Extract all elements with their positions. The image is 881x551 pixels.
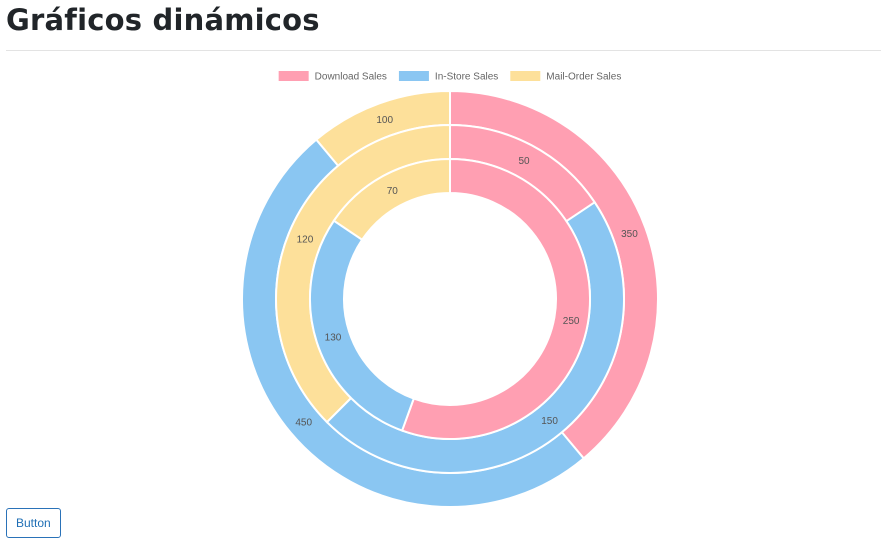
- ring-3-slice-mail-order-sales[interactable]: [332, 157, 451, 242]
- data-label: 450: [295, 417, 312, 428]
- title-divider: [6, 50, 881, 51]
- legend-item-mail-order-sales[interactable]: Mail-Order Sales: [510, 71, 621, 83]
- legend-label: Download Sales: [315, 72, 387, 83]
- chart-legend[interactable]: Download Sales In-Store Sales Mail-Order S…: [278, 71, 622, 83]
- page-title: Gráficos dinámicos: [6, 3, 320, 37]
- chart-area: Download Sales In-Store Sales Mail-Order S…: [0, 60, 881, 510]
- legend-swatch: [510, 71, 541, 81]
- legend-item-in-store-sales[interactable]: In-Store Sales: [398, 71, 498, 83]
- action-button[interactable]: Button: [6, 508, 61, 538]
- legend-label: In-Store Sales: [435, 72, 498, 83]
- data-label: 130: [325, 333, 342, 344]
- legend-swatch: [398, 71, 429, 81]
- chart-rings: [241, 89, 659, 508]
- data-label: 100: [376, 115, 393, 126]
- data-label: 350: [621, 229, 638, 240]
- data-label: 50: [518, 156, 530, 167]
- legend-item-download-sales[interactable]: Download Sales: [278, 71, 387, 83]
- ring-3-slice-download-sales[interactable]: [400, 157, 591, 440]
- legend-label: Mail-Order Sales: [546, 72, 621, 83]
- legend-swatch: [278, 71, 309, 81]
- data-label: 150: [541, 416, 558, 427]
- data-label: 70: [387, 186, 399, 197]
- doughnut-chart: Download Sales In-Store Sales Mail-Order S…: [241, 71, 659, 508]
- chart-data-labels: 350 450 100 50 150 120 250 130 70: [295, 115, 638, 428]
- data-label: 250: [563, 316, 580, 327]
- data-label: 120: [297, 234, 314, 245]
